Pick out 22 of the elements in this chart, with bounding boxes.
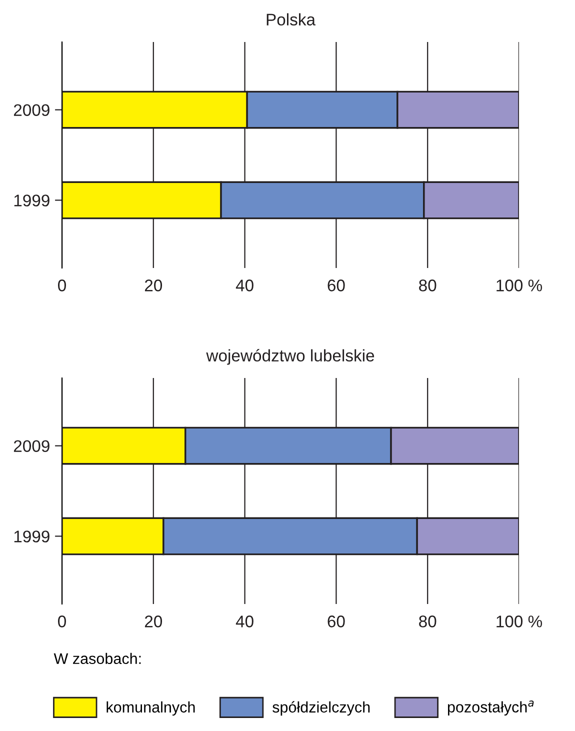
x-tick-label: 60 xyxy=(328,616,345,628)
x-tick-label: 0 xyxy=(58,280,66,292)
y-tick-label: 2009 xyxy=(14,440,50,452)
chart-title: Polska xyxy=(266,13,316,26)
x-tick-label: 20 xyxy=(144,280,162,292)
y-tick-label: 1999 xyxy=(14,530,50,542)
x-tick-label: 60 xyxy=(328,280,345,292)
y-tick-label: 2009 xyxy=(14,104,50,116)
x-tick-label: 40 xyxy=(236,616,254,628)
y-tick-label: 1999 xyxy=(14,194,50,206)
legend-label: spółdzielczych xyxy=(272,701,370,716)
legend-label: pozostałych$^{a}$ xyxy=(448,700,534,716)
chart-title: województwo lubelskie xyxy=(206,349,374,365)
x-tick-label: 20 xyxy=(144,616,162,628)
legend-title: W zasobach: xyxy=(54,652,141,664)
x-tick-label: 80 xyxy=(419,280,436,292)
x-tick-label: 100 % xyxy=(496,616,542,628)
x-tick-label: 40 xyxy=(236,280,254,292)
x-tick-label: 80 xyxy=(419,616,436,628)
x-tick-label: 0 xyxy=(58,616,66,628)
legend-label: komunalnych xyxy=(106,701,195,716)
x-tick-label: 100 % xyxy=(496,280,542,292)
